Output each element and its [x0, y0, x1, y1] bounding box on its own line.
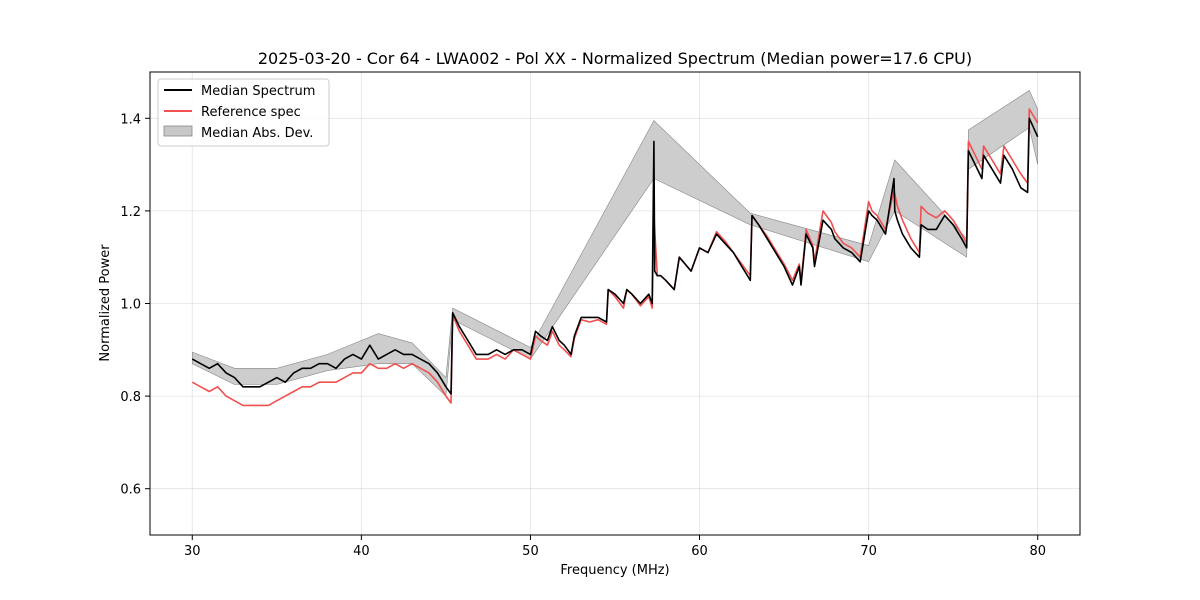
median-spectrum-line — [191, 117, 1039, 395]
x-tick-label: 30 — [184, 544, 201, 559]
legend-label-reference: Reference spec — [201, 105, 301, 120]
x-tick-label: 40 — [353, 544, 370, 559]
legend-box — [157, 78, 330, 147]
y-tick-label: 1.2 — [120, 205, 141, 220]
legend-swatch-mad — [163, 125, 193, 137]
legend-label-mad: Median Abs. Dev. — [201, 126, 313, 141]
legend-label-median: Median Spectrum — [201, 84, 315, 99]
x-tick-label: 80 — [1029, 544, 1046, 559]
y-tick-label: 0.8 — [120, 390, 141, 405]
legend: Median Spectrum Reference spec Median Ab… — [157, 78, 330, 147]
y-axis-label: Normalized Power — [98, 244, 113, 362]
y-tick-label: 1.4 — [120, 112, 141, 127]
x-tick-label: 60 — [691, 544, 708, 559]
reference-spectrum-line — [191, 108, 1039, 407]
x-tick-label: 70 — [860, 544, 877, 559]
chart-title: 2025-03-20 - Cor 64 - LWA002 - Pol XX - … — [258, 49, 972, 68]
series-lines-layer — [191, 108, 1039, 407]
mad-band — [192, 90, 1038, 397]
y-tick-label: 0.6 — [120, 483, 141, 498]
mad-band-layer — [192, 90, 1038, 397]
tick-layer: 30 40 50 60 70 80 0.6 0.8 1.0 1.2 1.4 — [120, 112, 1046, 559]
y-tick-label: 1.0 — [120, 298, 141, 313]
x-axis-label: Frequency (MHz) — [560, 563, 669, 578]
x-tick-label: 50 — [522, 544, 539, 559]
